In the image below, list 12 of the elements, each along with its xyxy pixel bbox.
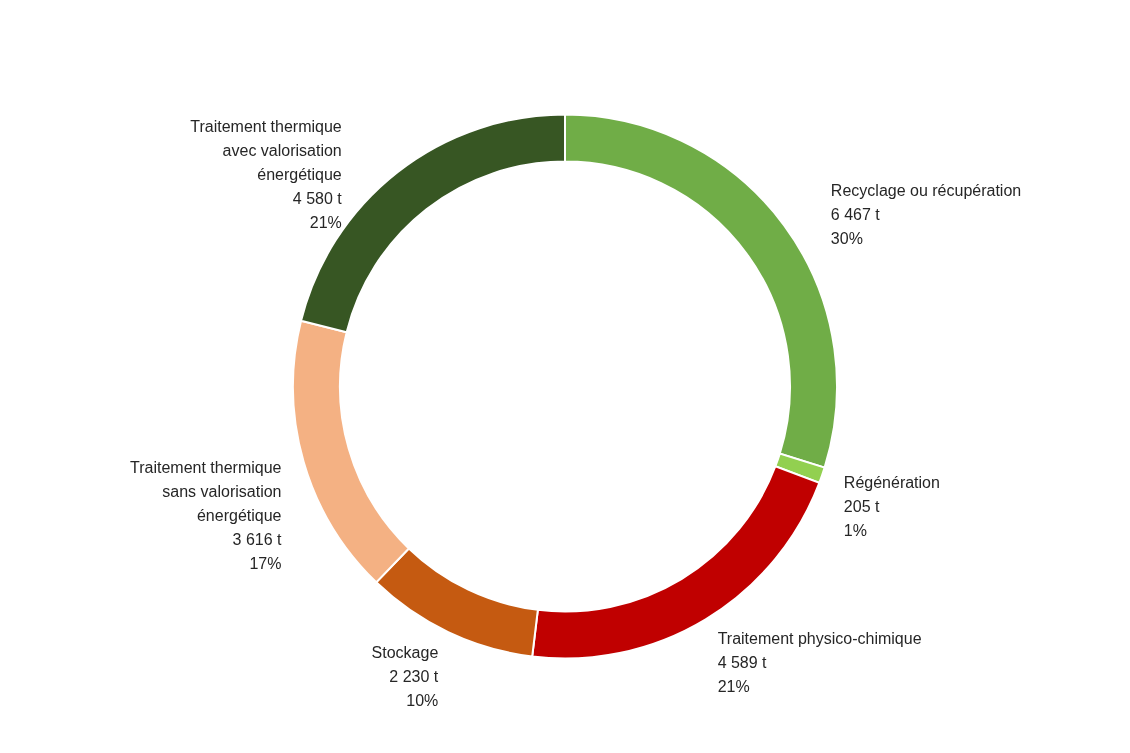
- data-label: 4 580 t 21%: [292, 189, 343, 231]
- slice-label: Stockage: [371, 643, 439, 661]
- data-label: 2 230 t 10%: [389, 667, 439, 709]
- slice-label: Recyclage ou récupération: [830, 182, 1022, 200]
- data-label: 205 t 1%: [843, 497, 880, 539]
- slice-label: Traitement thermique sans valorisation énergétique: [130, 459, 282, 525]
- data-label: 4 589 t 21%: [717, 653, 768, 695]
- data-label: 3 616 t 17%: [232, 531, 283, 573]
- data-label: 6 467 t 30%: [830, 206, 881, 248]
- slice-label: Traitement thermique avec valorisation énergétique: [190, 117, 342, 183]
- slice-label: Traitement physico-chimique: [717, 629, 922, 647]
- slice-label: Régénération: [843, 473, 940, 491]
